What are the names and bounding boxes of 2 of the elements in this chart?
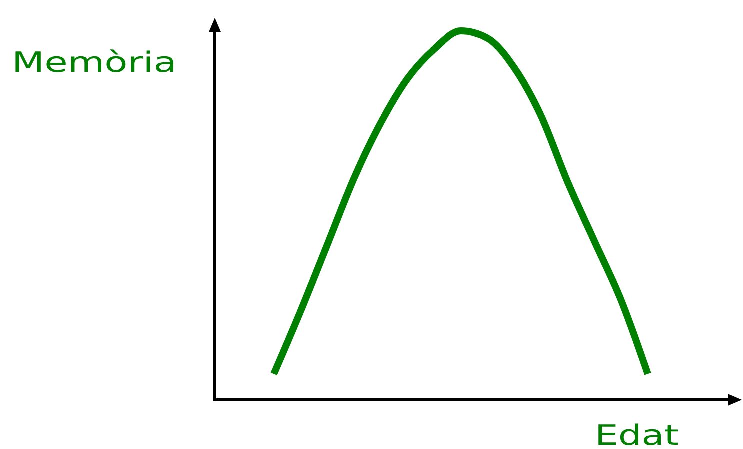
y-axis-title: Memòria [12, 46, 177, 79]
x-axis-title: Edat [595, 419, 680, 449]
